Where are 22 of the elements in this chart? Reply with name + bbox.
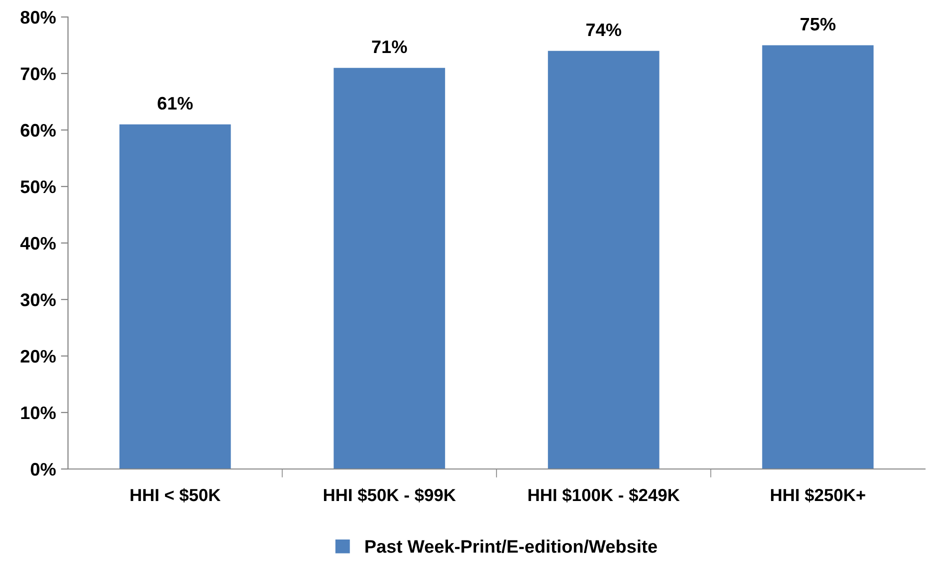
bar: [762, 45, 874, 469]
y-tick-label: 80%: [20, 10, 56, 24]
bar: [334, 68, 446, 469]
y-tick-label: 30%: [20, 293, 56, 306]
y-tick-label: 50%: [20, 180, 56, 194]
y-tick-label: 20%: [20, 350, 56, 363]
data-label: 71%: [372, 40, 407, 54]
data-label: 61%: [158, 96, 193, 110]
y-tick-label: 60%: [20, 124, 56, 137]
y-tick-label: 0%: [30, 462, 56, 476]
data-label: 74%: [586, 23, 622, 36]
y-tick-label: 40%: [20, 236, 56, 250]
x-tick-label: HHI $250K+: [771, 488, 866, 502]
x-tick-label: HHI $100K - $249K: [528, 488, 680, 502]
bar: [119, 124, 231, 469]
x-tick-label: HHI < $50K: [130, 488, 221, 502]
legend-label: Past Week-Print/E-edition/Website: [366, 540, 657, 554]
y-tick-label: 70%: [20, 67, 56, 80]
data-label: 75%: [800, 18, 836, 31]
bar: [548, 50, 660, 469]
x-tick-label: HHI $50K - $99K: [324, 488, 456, 502]
y-tick-label: 10%: [21, 406, 56, 420]
